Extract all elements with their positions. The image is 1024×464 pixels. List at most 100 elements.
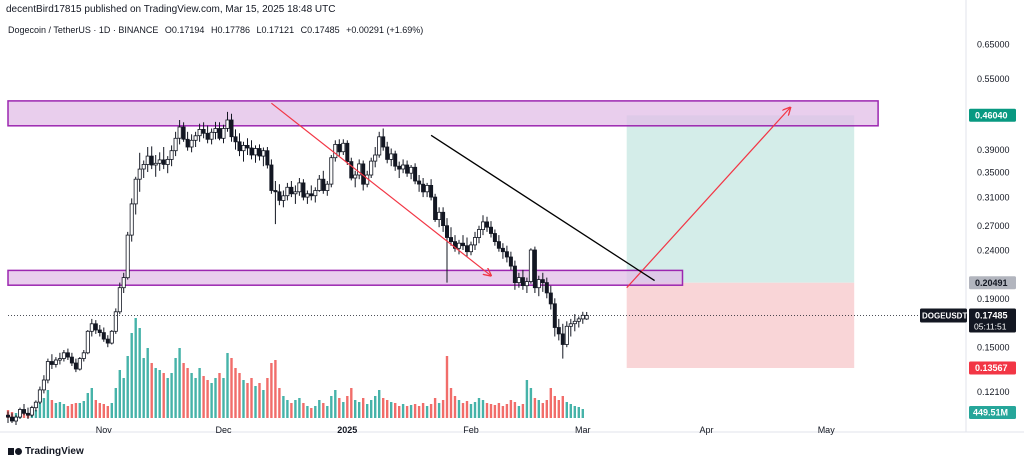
candle-body	[45, 361, 50, 381]
candle-body	[277, 191, 282, 201]
candle-body	[113, 311, 118, 332]
volume-bar	[110, 403, 113, 418]
volume-bar	[334, 390, 337, 418]
candle-body	[217, 128, 222, 139]
volume-bar	[318, 400, 321, 418]
volume-bar	[581, 409, 584, 418]
candle-body	[369, 160, 374, 176]
candle-body	[169, 150, 174, 160]
candle-body	[512, 265, 517, 284]
x-tick-label: May	[818, 425, 836, 435]
y-tick-label: 0.19000	[977, 294, 1010, 304]
volume-bar	[453, 396, 457, 418]
candle-body	[161, 159, 166, 165]
volume-bar	[461, 403, 465, 418]
tradingview-logo[interactable]: TradingView	[8, 446, 84, 457]
entry-price-label: 0.20491	[975, 278, 1008, 288]
volume-bar	[138, 328, 141, 418]
candle-body	[580, 314, 585, 320]
volume-bar	[306, 406, 309, 418]
candle-body	[441, 211, 446, 227]
volume-bar	[34, 410, 38, 418]
volume-bar	[238, 373, 241, 418]
candle-body	[357, 163, 362, 176]
volume-bar	[198, 368, 201, 418]
x-tick-label: Mar	[575, 425, 591, 435]
candle-body	[524, 281, 529, 287]
symbol-legend: Dogecoin / TetherUS · 1D · BINANCE O0.17…	[8, 25, 427, 35]
volume-bar	[298, 398, 301, 418]
volume-bar	[501, 406, 505, 418]
y-tick-label: 0.27000	[977, 221, 1010, 231]
candle-body	[516, 277, 521, 284]
resistance-zone[interactable]	[7, 100, 879, 127]
volume-bar	[469, 404, 473, 418]
x-tick-label: Nov	[96, 425, 113, 435]
volume-bar	[82, 401, 85, 418]
support-zone[interactable]	[7, 269, 684, 286]
candle-body	[500, 247, 505, 253]
volume-bar	[210, 383, 213, 418]
y-tick-label: 0.35000	[977, 168, 1010, 178]
candle-body	[101, 332, 106, 340]
long-position-stop-zone[interactable]	[626, 282, 855, 368]
volume-bar	[553, 396, 556, 418]
volume-bar	[126, 356, 129, 418]
volume-bar	[262, 390, 265, 418]
candle-body	[25, 412, 30, 416]
candle-body	[205, 132, 210, 140]
candle-body	[297, 182, 302, 193]
volume-bar	[445, 356, 449, 418]
candle-body	[504, 251, 509, 258]
candle-body	[13, 416, 18, 422]
y-tick-label: 0.12100	[977, 387, 1010, 397]
volume-bar	[561, 396, 564, 418]
volume-bar	[497, 403, 501, 418]
candle-body	[97, 329, 102, 333]
ohlc-high: H0.17786	[210, 25, 251, 35]
candle-body	[536, 279, 541, 289]
volume-bar	[206, 380, 209, 418]
volume-bar	[154, 368, 157, 418]
volume-bar	[573, 406, 576, 418]
symbol-name[interactable]: Dogecoin / TetherUS · 1D · BINANCE	[8, 25, 159, 35]
candle-body	[129, 203, 134, 236]
volume-bar	[433, 398, 437, 418]
volume-bar	[46, 390, 50, 418]
volume-bar	[525, 380, 529, 418]
volume-bar	[342, 402, 345, 418]
volume-bar	[266, 378, 269, 418]
long-position-target-zone[interactable]	[626, 115, 855, 283]
candle-body	[337, 143, 342, 153]
descending-trendline[interactable]	[430, 134, 655, 282]
candle-body	[61, 352, 66, 359]
candle-body	[6, 414, 11, 418]
candle-body	[289, 186, 294, 195]
volume-bar	[290, 403, 293, 418]
up-arrow-drawing[interactable]	[626, 108, 791, 289]
volume-bar	[509, 400, 513, 418]
volume-bar	[234, 368, 237, 418]
candle-body	[125, 234, 130, 279]
volume-bar	[362, 398, 365, 418]
candle-body	[93, 323, 98, 331]
candle-body	[157, 159, 162, 164]
candle-body	[548, 292, 553, 305]
candle-body	[452, 241, 457, 249]
volume-bar	[529, 388, 533, 418]
candle-body	[317, 178, 322, 191]
candle-body	[225, 119, 230, 129]
down-arrow-drawing[interactable]	[271, 102, 491, 276]
volume-bar	[366, 404, 369, 418]
volume-bar	[493, 405, 497, 418]
candle-body	[532, 249, 537, 289]
volume-bar	[74, 403, 78, 418]
volume-bar	[545, 400, 548, 418]
volume-bar	[302, 403, 305, 418]
volume-bar	[437, 403, 441, 418]
volume-bar	[394, 403, 397, 418]
candle-body	[121, 277, 126, 289]
volume-bar	[194, 378, 197, 418]
y-tick-label: 0.31000	[977, 193, 1010, 203]
